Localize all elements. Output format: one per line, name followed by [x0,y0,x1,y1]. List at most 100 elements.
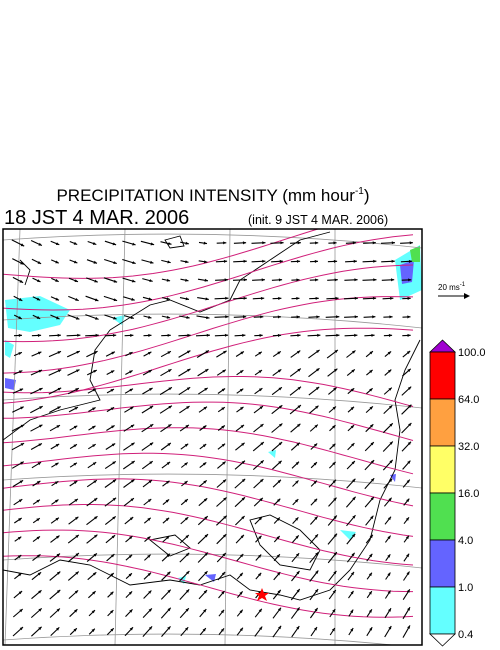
wind-head [148,590,152,594]
wind-head [295,535,299,539]
wind-head [243,259,247,263]
wind-head [75,298,79,301]
wind-head [241,460,245,464]
wind-head [18,352,22,355]
wind-head [370,478,375,482]
wind-head [277,589,281,594]
wind-head [147,351,152,355]
wind-head [389,478,393,482]
wind-head [297,241,301,245]
wind-head [313,498,318,502]
isobar [3,427,414,475]
wind-head [167,351,171,355]
wind-head [296,571,300,575]
wind-head [202,444,207,448]
isobars [3,229,414,618]
wind-head [239,370,244,374]
wind-head [369,627,373,631]
wind-head [185,424,189,428]
wind-head [314,589,319,593]
colorbar-label: 1.0 [458,582,473,594]
wind-head [370,442,374,446]
wind-head [243,278,247,282]
colorbar-label: 16.0 [458,488,479,500]
wind-head [94,279,98,283]
wind-head [111,425,115,429]
wind-head [369,553,373,558]
wind-head [18,591,23,595]
wind-head [224,278,228,282]
wind-head [110,610,114,614]
wind-head [352,515,356,519]
wind-head [240,406,244,410]
wind-head [391,278,395,282]
wind-head [350,571,354,576]
wind-head [57,333,61,337]
wind-head [296,259,301,263]
wind-head [316,368,320,372]
wind-head [333,368,338,372]
wind-head [148,333,152,337]
isobar [3,555,414,618]
wind-head [148,608,152,612]
wind-head [315,386,320,390]
wind-head [352,350,356,354]
wind-head [223,241,227,245]
wind-head [370,515,374,520]
wind-head [37,462,42,466]
wind-head [223,350,227,354]
wind-head [278,625,282,630]
wind-head [186,571,190,575]
wind-head [296,278,300,282]
wind-head [56,608,60,612]
wind-head [168,369,172,373]
wind-head [333,515,337,519]
location-star [255,588,269,601]
wind-head [185,627,189,631]
wind-head [56,425,60,429]
wind-head [55,517,59,521]
wind-head [259,406,263,410]
wind-head [112,333,117,337]
wind-head [166,535,170,540]
wind-head [167,607,171,612]
wind-head [19,279,24,283]
wind-head [130,498,134,502]
wind-head [206,316,210,320]
wind-head [368,591,372,595]
meridian [114,229,126,645]
wind-head [167,260,171,264]
wind-head [389,441,393,445]
wind-head [239,609,243,614]
wind-head [148,480,152,484]
wind-head [258,572,262,577]
wind-head [387,516,391,521]
wind-head [150,260,154,264]
isobar [3,478,414,537]
wind-head [55,297,59,301]
wind-head [239,388,244,392]
wind-head [56,627,60,631]
isobar [3,529,414,593]
wind-head [260,442,264,446]
wind-head [370,496,374,501]
wind-head [295,480,299,484]
wind-head [38,369,43,373]
isobar [3,264,414,343]
wind-head [279,423,283,427]
wind-key: 20 ms-1 [438,282,470,299]
wind-head [149,388,153,391]
wind-head [333,570,337,575]
wind-head [408,259,413,263]
wind-head [390,296,394,300]
wind-head [333,497,337,501]
wind-head [19,627,23,631]
wind-head [185,297,189,301]
colorbar-segment [429,586,456,635]
wind-head [57,387,62,391]
wind-head [94,516,98,520]
wind-head [336,315,340,319]
wind-head [148,370,152,373]
wind-head [333,533,337,537]
wind-head [110,573,114,577]
